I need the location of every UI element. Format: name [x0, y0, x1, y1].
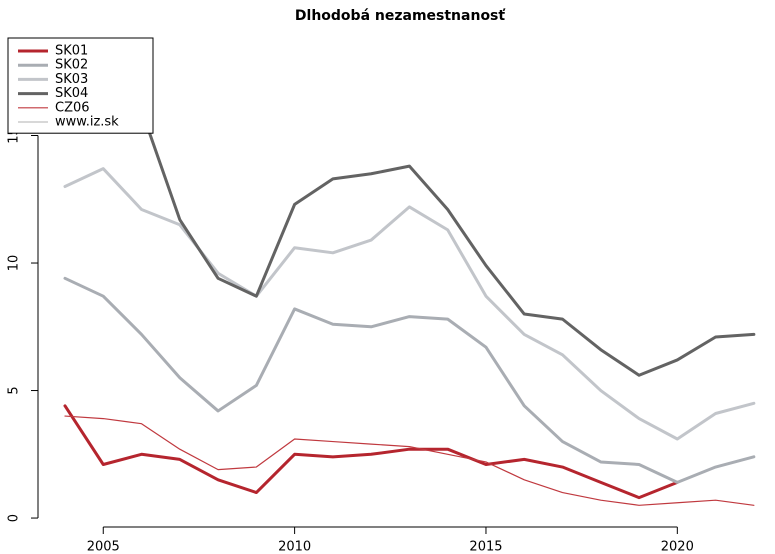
x-tick-label: 2010: [278, 540, 311, 554]
legend-box: [7, 37, 154, 134]
y-tick-label: 10: [7, 255, 22, 272]
y-tick-label: 5: [7, 386, 22, 394]
legend-label: www.iz.sk: [55, 115, 119, 130]
x-tick-label: 2015: [469, 540, 502, 554]
legend-label: SK02: [55, 58, 88, 73]
x-tick-label: 2005: [87, 540, 120, 554]
legend-label: SK04: [55, 86, 88, 101]
x-tick-label: 2020: [661, 540, 694, 554]
series-line: [63, 167, 756, 441]
series-line: [63, 276, 756, 484]
y-tick-label: 0: [7, 514, 22, 522]
series-line: [64, 415, 755, 506]
chart-title: Dlhodobá nezamestnanosť: [295, 8, 506, 24]
series-line: [140, 108, 756, 377]
legend-label: SK03: [55, 72, 88, 87]
series-line: [63, 404, 679, 500]
legend-label: SK01: [55, 44, 88, 59]
legend-label: CZ06: [55, 100, 90, 115]
